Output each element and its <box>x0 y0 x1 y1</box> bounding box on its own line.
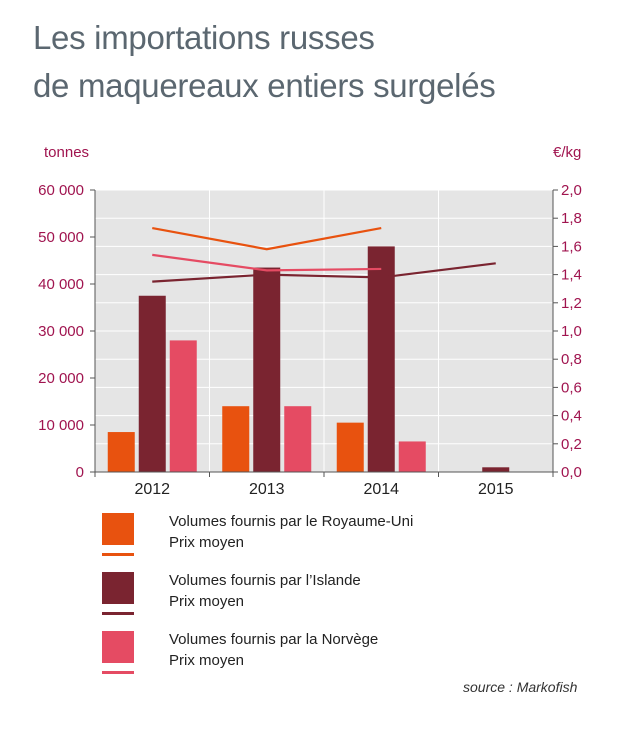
title-line-1: Les importations russes <box>33 19 375 56</box>
x-tick-label: 2015 <box>478 481 514 498</box>
bar <box>398 441 426 472</box>
legend-sub-uk: Prix moyen <box>169 534 245 551</box>
left-axis-unit: tonnes <box>44 144 90 161</box>
right-tick-label: 2,0 <box>561 182 582 199</box>
legend-swatch-uk <box>102 513 134 545</box>
legend-line-iceland <box>102 612 134 615</box>
right-tick-label: 1,0 <box>561 323 582 340</box>
legend-label-iceland: Volumes fournis par l’Islande <box>169 572 361 589</box>
right-tick-label: 0,6 <box>561 379 582 396</box>
legend-line-norway <box>102 671 134 674</box>
right-tick-label: 0,0 <box>561 464 582 481</box>
legend-label-uk: Volumes fournis par le Royaume-Uni <box>169 513 414 530</box>
legend-sub-iceland: Prix moyen <box>169 593 245 610</box>
legend-swatch-iceland <box>102 572 134 604</box>
right-tick-label: 0,8 <box>561 351 582 368</box>
legend-item-iceland: Volumes fournis par l’Islande Prix moyen <box>102 572 602 622</box>
right-tick-label: 1,6 <box>561 238 582 255</box>
legend-item-norway: Volumes fournis par la Norvège Prix moye… <box>102 631 602 681</box>
right-tick-label: 0,2 <box>561 436 582 453</box>
x-tick-label: 2013 <box>249 481 285 498</box>
right-tick-label: 0,4 <box>561 408 582 425</box>
left-tick-label: 40 000 <box>38 276 84 293</box>
bar <box>284 406 312 472</box>
left-tick-label: 50 000 <box>38 229 84 246</box>
legend-item-uk: Volumes fournis par le Royaume-Uni Prix … <box>102 513 602 563</box>
bar <box>222 406 250 472</box>
x-tick-label: 2012 <box>134 481 170 498</box>
legend-line-uk <box>102 553 134 556</box>
bar <box>169 340 197 472</box>
legend-label-norway: Volumes fournis par la Norvège <box>169 631 379 648</box>
right-tick-label: 1,8 <box>561 210 582 227</box>
left-tick-label: 60 000 <box>38 182 84 199</box>
bar <box>367 246 395 472</box>
left-tick-label: 20 000 <box>38 370 84 387</box>
legend-swatch-norway <box>102 631 134 663</box>
price-line <box>152 262 496 283</box>
left-tick-label: 30 000 <box>38 323 84 340</box>
bar <box>138 295 166 472</box>
chart-canvas: 0 10 000 20 000 30 000 40 000 50 000 60 000 0,0… <box>38 182 582 498</box>
bar <box>253 267 281 472</box>
title-line-2: de maquereaux entiers surgelés <box>33 67 496 104</box>
chart-title: Les importations russes de maquereaux en… <box>33 14 496 110</box>
x-tick-label: 2014 <box>363 481 399 498</box>
legend-sub-norway: Prix moyen <box>169 652 245 669</box>
price-line <box>152 226 382 251</box>
bar <box>107 432 135 472</box>
left-tick-label: 10 000 <box>38 417 84 434</box>
right-tick-label: 1,2 <box>561 295 582 312</box>
left-tick-label: 0 <box>76 464 84 481</box>
price-line <box>152 253 382 272</box>
bar <box>336 422 364 472</box>
right-axis-unit: €/kg <box>553 144 582 161</box>
source-note: source : Markofish <box>463 679 578 695</box>
right-tick-label: 1,4 <box>561 267 582 284</box>
bar <box>482 467 510 472</box>
